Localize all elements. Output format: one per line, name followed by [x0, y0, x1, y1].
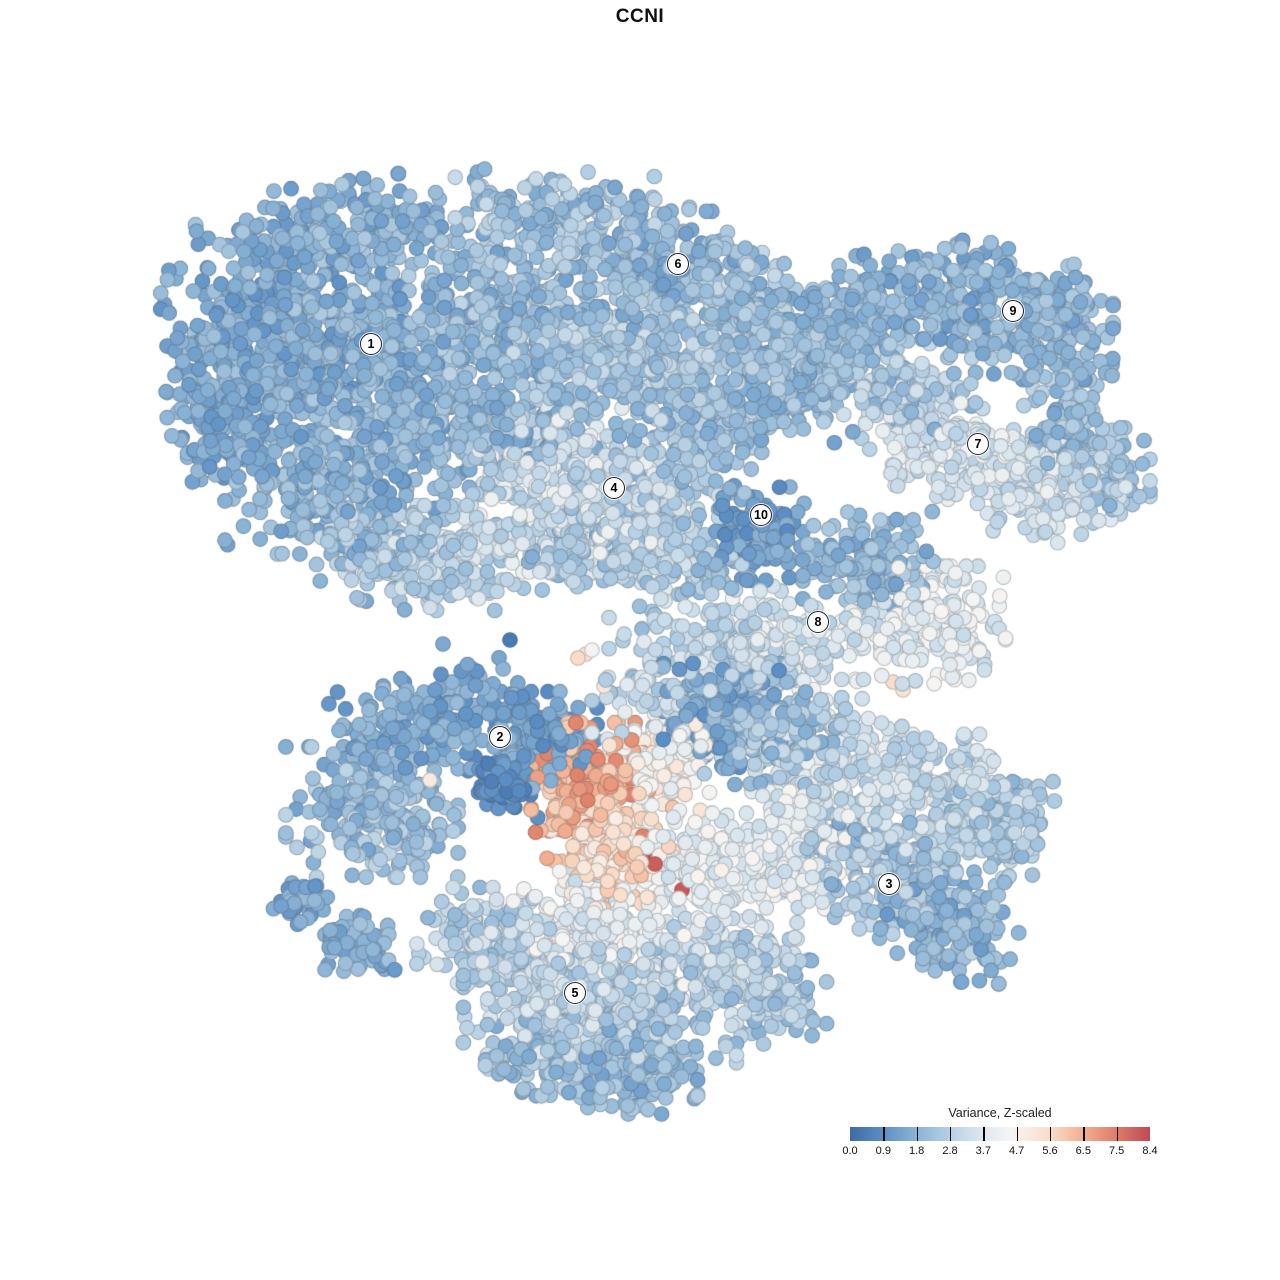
cluster-label-1: 1	[360, 333, 382, 355]
colorbar-tick-label: 3.7	[975, 1145, 991, 1157]
colorbar-tick-label: 1.8	[909, 1145, 925, 1157]
cluster-label-7: 7	[967, 433, 989, 455]
colorbar-tick-label: 0.9	[875, 1145, 891, 1157]
colorbar-tick	[950, 1127, 952, 1141]
cluster-label-4: 4	[603, 477, 625, 499]
colorbar-tick-label: 4.7	[1009, 1145, 1025, 1157]
colorbar-tick	[916, 1127, 918, 1141]
colorbar-tick-label: 7.5	[1109, 1145, 1125, 1157]
colorbar-tick	[1083, 1127, 1085, 1141]
colorbar-tick-label: 8.4	[1142, 1145, 1158, 1157]
cluster-label-2: 2	[489, 726, 511, 748]
cluster-label-8: 8	[807, 611, 829, 633]
cluster-label-10: 10	[750, 504, 772, 526]
cluster-label-9: 9	[1002, 300, 1024, 322]
cluster-label-5: 5	[564, 982, 586, 1004]
cluster-label-3: 3	[878, 873, 900, 895]
colorbar-tick-labels: 0.0 0.9 1.8 2.8 3.7 4.7 5.6 6.5 7.5 8.4	[842, 1145, 1157, 1161]
cluster-label-6: 6	[667, 253, 689, 275]
colorbar-tick	[983, 1127, 985, 1141]
colorbar-gradient	[850, 1127, 1150, 1141]
colorbar-legend: Variance, Z-scaled 0.0 0.9 1.8 2.8 3.7 4.7 5.6…	[842, 1106, 1157, 1161]
colorbar-tick	[1116, 1127, 1118, 1141]
colorbar-tick-label: 0.0	[842, 1145, 858, 1157]
colorbar-title: Variance, Z-scaled	[948, 1106, 1052, 1120]
colorbar-tick-label: 5.6	[1042, 1145, 1058, 1157]
colorbar-tick	[883, 1127, 885, 1141]
colorbar-tick	[1016, 1127, 1018, 1141]
colorbar-tick-label: 6.5	[1075, 1145, 1091, 1157]
colorbar-tick	[1050, 1127, 1052, 1141]
colorbar-tick-label: 2.8	[942, 1145, 958, 1157]
